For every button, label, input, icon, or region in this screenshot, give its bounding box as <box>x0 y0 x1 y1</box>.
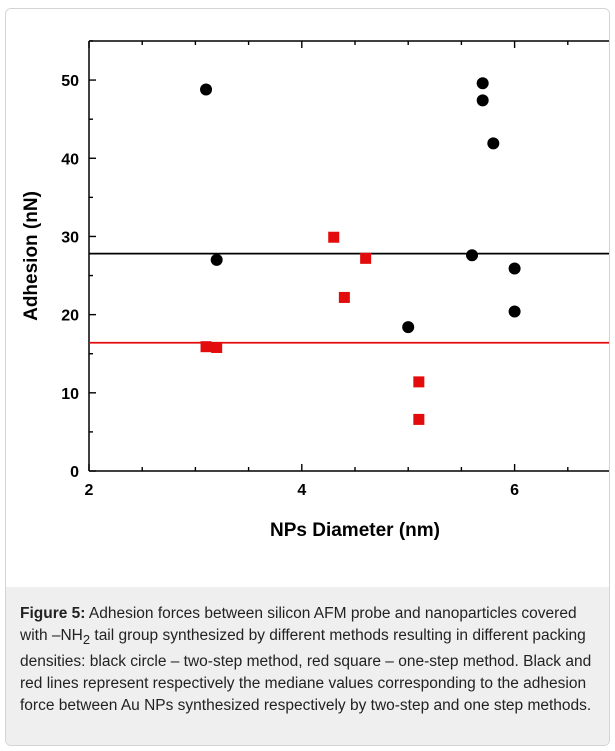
y-tick-label: 0 <box>70 464 79 481</box>
data-point-square <box>360 252 372 264</box>
data-point-circle <box>466 249 479 262</box>
data-point-square <box>328 231 340 243</box>
caption-subscript: 2 <box>82 632 91 648</box>
data-point-square <box>413 376 425 388</box>
x-tick-label: 6 <box>510 482 519 499</box>
data-point-square <box>338 291 350 303</box>
caption-text-part2: tail group synthesized by different meth… <box>20 627 592 715</box>
y-tick-label: 30 <box>61 229 79 246</box>
scatter-chart: 2 4 6 0 10 20 30 40 50 NPs Diameter (nm) Adhesion … <box>21 40 609 541</box>
data-point-circle <box>210 253 223 266</box>
data-point-circle <box>200 83 213 96</box>
x-axis-title: NPs Diameter (nm) <box>270 520 440 541</box>
caption-text-part1: Adhesion forces between silicon AFM prob… <box>20 605 577 644</box>
figure-frame: 2 4 6 0 10 20 30 40 50 NPs Diameter (nm) Adhesion … <box>5 8 610 746</box>
y-tick-label: 10 <box>61 386 79 403</box>
data-point-circle <box>476 77 489 90</box>
y-tick-label: 20 <box>61 308 79 325</box>
y-tick-label: 40 <box>61 151 79 168</box>
data-point-square <box>211 341 223 353</box>
x-tick-label: 2 <box>85 482 94 499</box>
data-point-circle <box>487 137 500 150</box>
data-point-circle <box>508 305 521 318</box>
y-tick-label: 50 <box>61 73 79 90</box>
data-point-circle <box>476 94 489 107</box>
caption-label: Figure 5: <box>20 605 86 622</box>
y-axis-title: Adhesion (nN) <box>21 191 42 321</box>
data-point-square <box>200 341 212 353</box>
chart-area: 2 4 6 0 10 20 30 40 50 NPs Diameter (nm) Adhesion … <box>6 9 609 589</box>
data-point-circle <box>402 321 415 334</box>
x-tick-label: 4 <box>297 482 306 499</box>
figure-caption: Figure 5: Adhesion forces between silico… <box>6 587 609 745</box>
data-point-circle <box>508 262 521 275</box>
data-point-square <box>413 413 425 425</box>
